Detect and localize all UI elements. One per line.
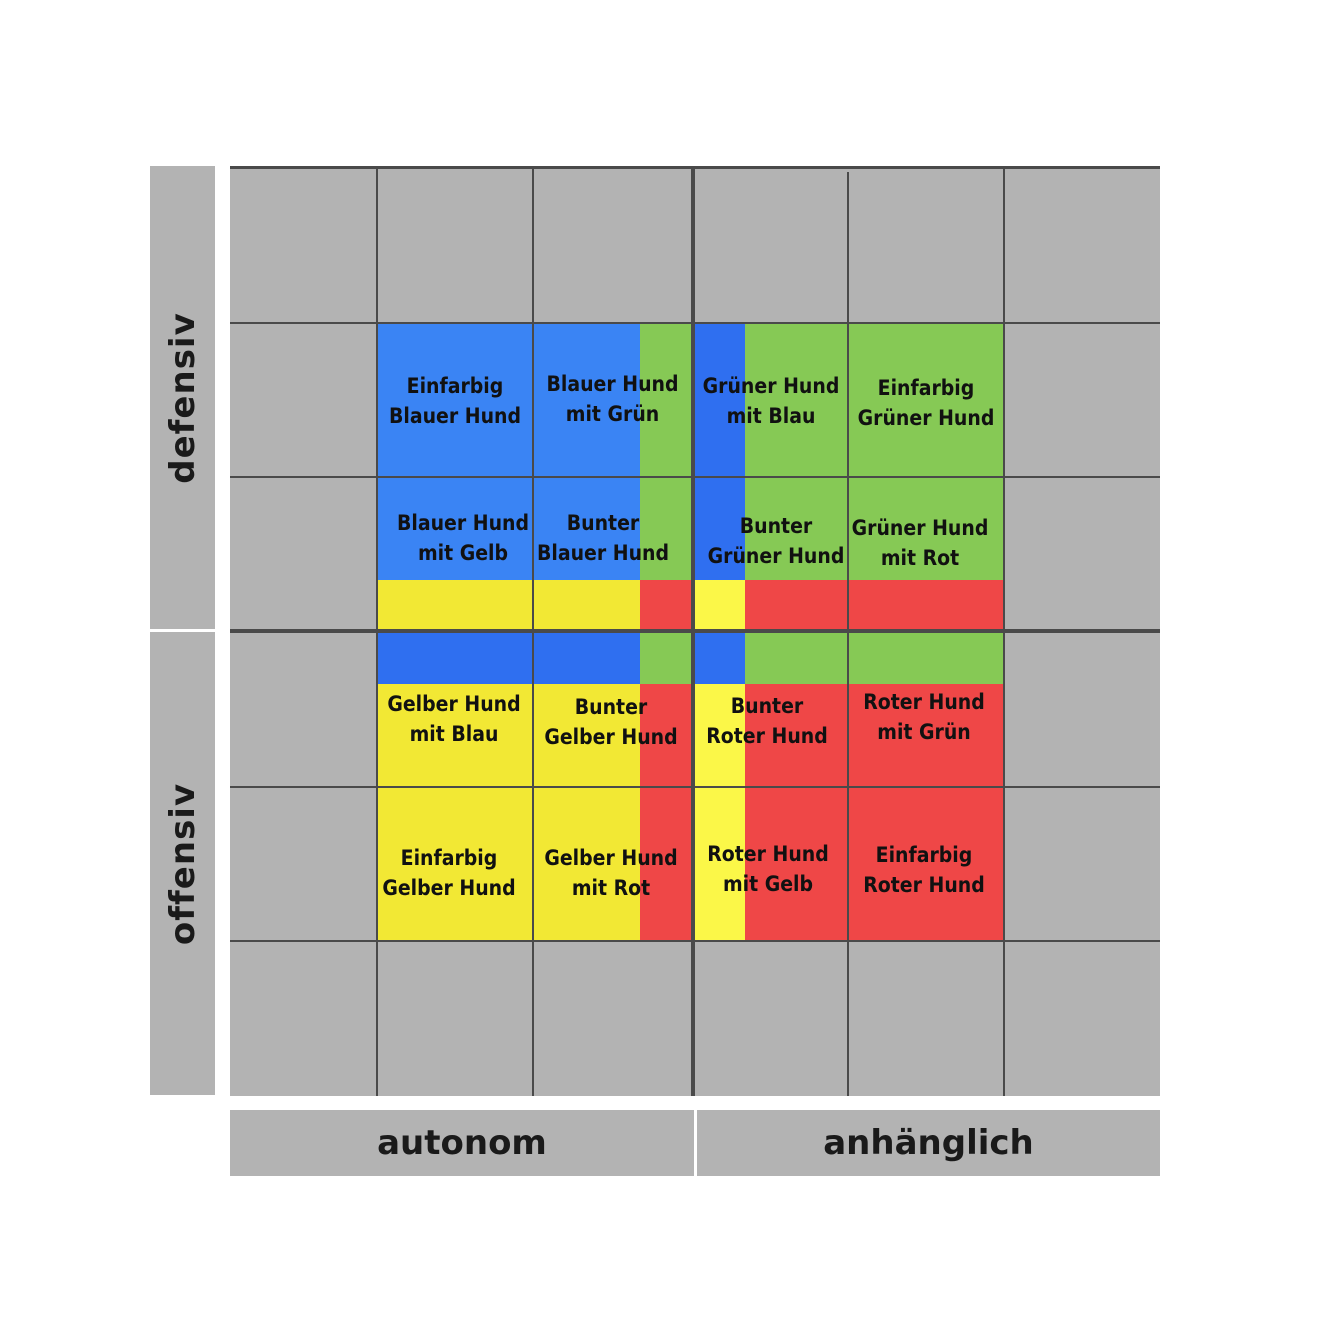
- region-yellow-band: [377, 580, 640, 630]
- region-red-bottom: [745, 684, 1005, 941]
- grid-line-h2: [230, 476, 1160, 478]
- grid-line-v3: [847, 172, 849, 1096]
- axis-anhaenglich-block: anhänglich: [697, 1110, 1160, 1176]
- region-blue-strip-right: [695, 323, 745, 580]
- cell-roter-hund-mit-gruen: Roter Hund mit Grün: [863, 690, 985, 744]
- grid-line-h1: [230, 322, 1160, 324]
- axis-defensiv-block: defensiv: [150, 166, 215, 629]
- cell-bunter-roter-hund: Bunter Roter Hund: [706, 694, 828, 748]
- cell-gelber-hund-mit-blau: Gelber Hund mit Blau: [387, 692, 521, 746]
- cell-gruener-hund-mit-rot: Grüner Hund mit Rot: [851, 516, 989, 570]
- cell-gelber-hund-mit-rot: Gelber Hund mit Rot: [544, 846, 678, 900]
- cell-bunter-gelber-hund: Bunter Gelber Hund: [544, 695, 678, 749]
- region-green-top: [745, 323, 1005, 580]
- region-blue-band-lower-right: [695, 632, 745, 684]
- axis-offensiv-block: offensiv: [150, 632, 215, 1095]
- grid-line-h-center: [230, 629, 1160, 633]
- cell-blauer-hund-mit-gelb: Blauer Hund mit Gelb: [396, 511, 530, 565]
- axis-label-offensiv: offensiv: [162, 782, 203, 945]
- region-green-strip-left: [640, 323, 693, 580]
- grid-line-h4: [230, 940, 1160, 942]
- region-blue-top: [377, 323, 640, 580]
- cell-einfarbig-roter-hund: Einfarbig Roter Hund: [863, 843, 985, 897]
- region-red-band-right: [745, 580, 1005, 630]
- cell-bunter-gruener-hund: Bunter Grüner Hund: [707, 514, 845, 568]
- region-green-band-lower-left: [640, 632, 693, 684]
- region-red-strip-left: [640, 684, 693, 941]
- cell-gruener-hund-mit-blau: Grüner Hund mit Blau: [702, 374, 840, 428]
- cell-blauer-hund-mit-gruen: Blauer Hund mit Grün: [546, 372, 679, 426]
- region-yellow-strip-right: [695, 684, 745, 941]
- region-red-band-left: [640, 580, 693, 630]
- cell-einfarbig-blauer-hund: Einfarbig Blauer Hund: [388, 374, 522, 428]
- cell-einfarbig-gelber-hund: Einfarbig Gelber Hund: [382, 846, 516, 900]
- grid-line-h-top: [230, 166, 1160, 169]
- dog-type-grid: Einfarbig Blauer Hund Blauer Hund mit Grün…: [230, 166, 1160, 1096]
- region-green-band-lower-right: [745, 632, 1005, 684]
- grid-line-h3: [230, 786, 1160, 788]
- region-blue-band-lower: [377, 632, 640, 684]
- cell-roter-hund-mit-gelb: Roter Hund mit Gelb: [707, 842, 829, 896]
- cell-bunter-blauer-hund: Bunter Blauer Hund: [536, 511, 670, 565]
- axis-autonom-block: autonom: [230, 1110, 694, 1176]
- axis-label-anhaenglich: anhänglich: [823, 1123, 1034, 1163]
- region-yellow-band-right: [695, 580, 745, 630]
- axis-label-defensiv: defensiv: [162, 311, 203, 484]
- region-yellow-bottom: [377, 684, 640, 941]
- cell-einfarbig-gruener-hund: Einfarbig Grüner Hund: [857, 376, 995, 430]
- axis-label-autonom: autonom: [377, 1123, 547, 1163]
